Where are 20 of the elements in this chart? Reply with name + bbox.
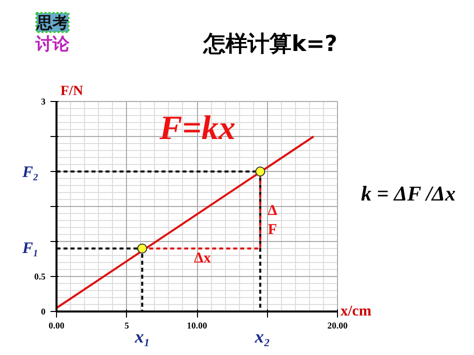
y-tick-label: 0 bbox=[41, 306, 46, 316]
x-tick-label: 10.00 bbox=[186, 320, 208, 330]
text: F₁ bbox=[21, 240, 39, 257]
annotation: F=kx bbox=[158, 110, 236, 147]
x-tick-label: 5 bbox=[124, 320, 130, 330]
y-axis-title: F/N bbox=[60, 84, 84, 99]
text: x₂ bbox=[254, 326, 270, 346]
x-axis-title: x/cm bbox=[340, 304, 372, 320]
text: F₂ bbox=[21, 164, 39, 181]
annotation: Δ F bbox=[268, 202, 278, 238]
y-tick-label: 3 bbox=[41, 96, 46, 106]
x-tick-label: 20.00 bbox=[327, 320, 348, 330]
text: 讨论 bbox=[34, 34, 70, 54]
y-tick-label: 0.5 bbox=[34, 272, 46, 282]
x-tick-label: 0.00 bbox=[48, 320, 65, 330]
chart-title: 怎样计算k=? bbox=[202, 32, 338, 57]
text: x₁ bbox=[134, 326, 150, 346]
text: k = ΔF /Δx bbox=[361, 182, 456, 206]
annotation: Δx bbox=[194, 250, 212, 266]
text: 思考 bbox=[36, 13, 68, 32]
